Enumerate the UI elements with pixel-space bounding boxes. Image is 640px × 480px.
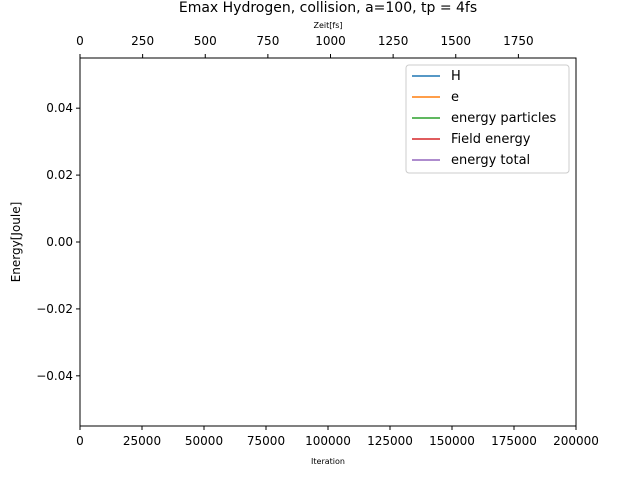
x-tick-label-8: 200000 <box>553 434 599 448</box>
legend-frame <box>405 64 570 174</box>
x-tick-label-5: 125000 <box>367 434 413 448</box>
x-tick-label-6: 150000 <box>429 434 475 448</box>
top-tick-label-2: 500 <box>194 34 217 48</box>
legend-label-0: H <box>451 69 461 84</box>
legend: He energy particles Field energy energy tot… <box>405 64 570 174</box>
top-tick-label-3: 750 <box>256 34 279 48</box>
x-axis-label: Iteration <box>311 457 345 466</box>
top-tick-label-4: 1000 <box>315 34 346 48</box>
chart-title: Emax Hydrogen, collision, a=100, tp = 4f… <box>179 0 477 16</box>
y-axis-label: Energy[Joule] <box>9 202 23 283</box>
top-axis-label: Zeit[fs] <box>314 21 343 30</box>
x-tick-label-2: 50000 <box>185 434 223 448</box>
legend-label-2: energy particles <box>451 111 556 126</box>
x-tick-label-3: 75000 <box>247 434 285 448</box>
y-tick-label-0: −0.04 <box>36 369 73 383</box>
x-tick-label-4: 100000 <box>305 434 351 448</box>
x-tick-label-0: 0 <box>76 434 84 448</box>
top-tick-label-1: 250 <box>131 34 154 48</box>
axis-ticks: 0 25000 50000 75000 100000 125000 150000 175000… <box>36 34 599 448</box>
legend-label-4: energy total <box>451 153 530 168</box>
y-tick-label-3: 0.02 <box>46 168 73 182</box>
x-tick-label-1: 25000 <box>123 434 161 448</box>
y-tick-label-2: 0.00 <box>46 235 73 249</box>
top-tick-label-6: 1500 <box>440 34 471 48</box>
legend-label-3: Field energy <box>451 132 531 147</box>
top-tick-label-7: 1750 <box>503 34 534 48</box>
y-tick-label-1: −0.02 <box>36 302 73 316</box>
legend-label-1: e <box>451 90 459 105</box>
top-tick-label-0: 0 <box>76 34 84 48</box>
y-tick-label-4: 0.04 <box>46 101 73 115</box>
x-tick-label-7: 175000 <box>491 434 537 448</box>
top-tick-label-5: 1250 <box>378 34 409 48</box>
